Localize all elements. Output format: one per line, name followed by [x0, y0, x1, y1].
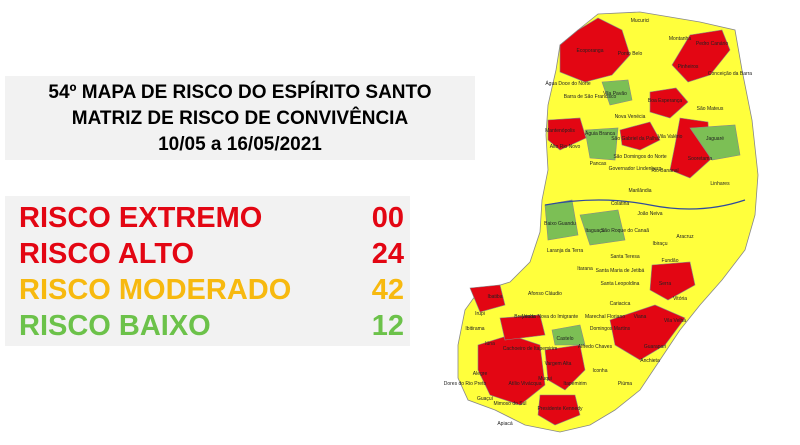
- municipality-label: Aracruz: [676, 234, 694, 240]
- legend-label: RISCO MODERADO: [19, 274, 292, 306]
- municipality-label: Conceição da Barra: [708, 71, 752, 77]
- municipality-label: Irupi: [475, 311, 485, 317]
- legend-row: RISCO BAIXO 12: [19, 308, 404, 344]
- municipality-label: João Neiva: [637, 211, 662, 217]
- municipality-label: Iconha: [592, 368, 607, 374]
- municipality-label: Boa Esperança: [648, 98, 682, 104]
- municipality-label: São Roque do Canaã: [601, 228, 649, 234]
- title-line: MATRIZ DE RISCO DE CONVIVÊNCIA: [71, 108, 409, 129]
- legend-count: 00: [371, 202, 404, 234]
- municipality-label: São Domingos do Norte: [613, 154, 667, 160]
- municipality-label: Anchieta: [640, 358, 660, 364]
- municipality-label: Itapemirim: [563, 381, 586, 387]
- municipality-label: Cachoeiro de Itapemirim: [503, 346, 557, 352]
- municipality-label: Águia Branca: [585, 130, 615, 137]
- municipality-label: Colatina: [611, 201, 630, 207]
- municipality-label: Vargem Alta: [545, 361, 572, 367]
- municipality-label: Pancas: [590, 161, 607, 167]
- legend-label: RISCO ALTO: [19, 238, 195, 270]
- municipality-label: Viana: [634, 314, 647, 320]
- municipality-label: Montanha: [669, 36, 691, 42]
- municipality-label: Ecoporanga: [577, 48, 604, 54]
- municipality-label: Itaguaçu: [585, 228, 604, 234]
- municipality-label: Muqui: [538, 376, 552, 382]
- title-box: 54º MAPA DE RISCO DO ESPÍRITO SANTO MATR…: [5, 76, 475, 160]
- municipality-label: Mucurici: [631, 18, 650, 24]
- municipality-label: Guaçuí: [477, 396, 494, 402]
- municipality-label: Iúna: [485, 341, 495, 347]
- municipality-label: Cariacica: [610, 301, 631, 307]
- municipality-label: Vitória: [673, 296, 687, 302]
- municipality-label: São Mateus: [697, 106, 724, 112]
- municipality-label: Laranja da Terra: [547, 248, 584, 254]
- municipality-label: Marechal Floriano: [585, 314, 625, 320]
- municipality-label: Água Doce do Norte: [545, 80, 591, 87]
- title-line: 54º MAPA DE RISCO DO ESPÍRITO SANTO: [48, 82, 432, 103]
- municipality-label: Afonso Cláudio: [528, 291, 562, 297]
- municipality-label: Mantenópolis: [545, 128, 575, 134]
- municipality-label: Apiacá: [497, 421, 513, 427]
- municipality-label: Pinheiros: [678, 64, 699, 70]
- legend-count: 24: [371, 238, 404, 270]
- municipality-label: Marilândia: [628, 188, 651, 194]
- municipality-label: Baixo Guandu: [544, 221, 576, 227]
- municipality-label: Ibiraçu: [652, 241, 667, 247]
- municipality-label: Mimoso do Sul: [493, 401, 526, 407]
- municipality-label: Barra de São Francisco: [564, 94, 617, 100]
- river: [544, 199, 746, 210]
- municipality-label: Vila Pavão: [603, 91, 627, 97]
- municipality-label: Dores do Rio Preto: [444, 381, 487, 387]
- municipality-label: Fundão: [662, 258, 679, 264]
- municipality-label: Guarapari: [644, 344, 666, 350]
- municipality-label: Santa Teresa: [610, 254, 640, 260]
- municipality-label: Ibatiba: [487, 294, 502, 300]
- municipality-label: Castelo: [557, 336, 574, 342]
- municipality-label: Vila Valério: [658, 134, 683, 140]
- legend: RISCO EXTREMO 00 RISCO ALTO 24 RISCO MODERAD…: [5, 196, 410, 346]
- municipality-label: Alegre: [473, 371, 488, 377]
- municipality-label: Pedro Canário: [696, 41, 728, 47]
- legend-count: 42: [371, 274, 404, 306]
- municipality-label: São Gabriel da Palha: [611, 136, 659, 142]
- legend-row: RISCO EXTREMO 00: [19, 200, 404, 236]
- municipality-label: Vila Velha: [664, 318, 686, 324]
- municipality-label: Santa Leopoldina: [601, 281, 640, 287]
- municipality-label: Domingos Martins: [590, 326, 631, 332]
- legend-row: RISCO ALTO 24: [19, 236, 404, 272]
- municipality-label: Rio Bananal: [651, 168, 678, 174]
- municipality-label: Santa Maria de Jetibá: [596, 268, 645, 274]
- municipality-label: Itarana: [577, 266, 593, 272]
- municipality-label: Jaguaré: [706, 136, 724, 142]
- legend-label: RISCO EXTREMO: [19, 202, 263, 234]
- legend-row: RISCO MODERADO 42: [19, 272, 404, 308]
- low-risk-areas: [544, 79, 741, 346]
- municipality-label: Atílio Vivácqua: [509, 381, 542, 387]
- municipality-label: Sooretama: [688, 156, 713, 162]
- municipality-label: Ponto Belo: [618, 51, 643, 57]
- title-line: 10/05 a 16/05/2021: [158, 134, 322, 155]
- legend-label: RISCO BAIXO: [19, 310, 211, 342]
- municipality-label: Venda Nova do Imigrante: [522, 314, 579, 320]
- municipality-label: Alfredo Chaves: [578, 344, 613, 350]
- municipality-label: Alto Rio Novo: [550, 144, 581, 150]
- municipality-label: Presidente Kennedy: [537, 406, 583, 412]
- municipality-labels: Mucurici Montanha Pedro Canário Ecoporanga P…: [444, 18, 753, 427]
- municipality-label: Piúma: [618, 381, 632, 387]
- municipality-label: Ibitirama: [465, 326, 484, 332]
- municipality-label: Brejetuba: [514, 314, 536, 320]
- municipality-label: Governador Lindenberg: [609, 166, 662, 172]
- municipality-label: Nova Venécia: [615, 114, 646, 120]
- municipality-label: Serra: [659, 281, 671, 287]
- legend-count: 12: [371, 310, 404, 342]
- municipality-label: Linhares: [710, 181, 730, 187]
